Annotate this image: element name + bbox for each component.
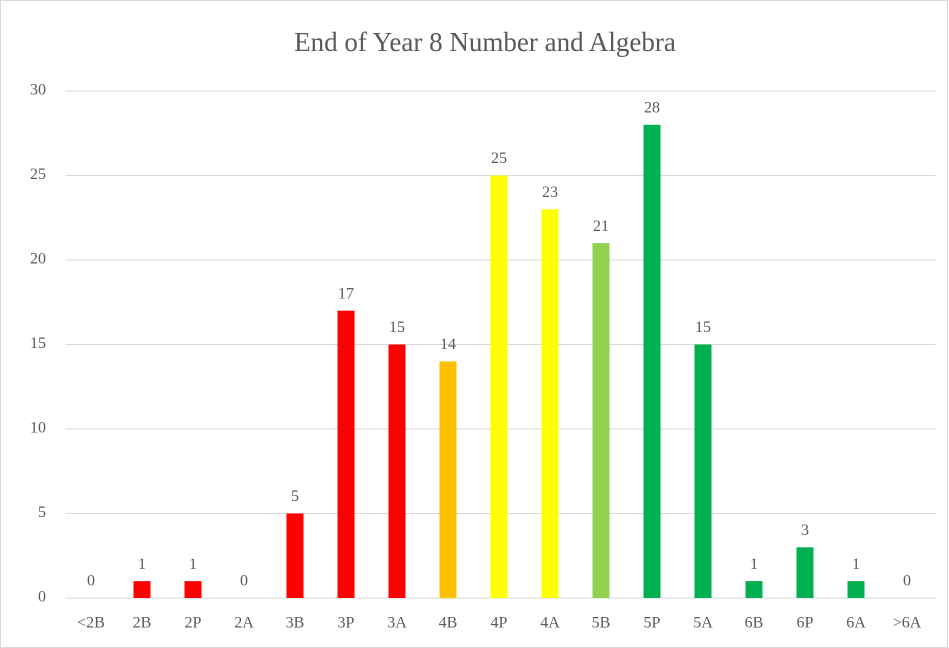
data-label: 15 bbox=[389, 319, 405, 336]
y-tick-label: 5 bbox=[38, 504, 46, 521]
x-tick-label: 3P bbox=[338, 615, 355, 632]
bar bbox=[592, 243, 610, 598]
bar bbox=[439, 361, 457, 598]
data-label: 17 bbox=[338, 285, 354, 302]
data-label: 14 bbox=[440, 336, 456, 353]
x-tick-label: 4P bbox=[491, 615, 508, 632]
data-label: 21 bbox=[593, 218, 609, 235]
data-label: 1 bbox=[189, 556, 197, 573]
x-tick-label: 6A bbox=[846, 615, 866, 632]
x-tick-label: 4B bbox=[439, 615, 458, 632]
x-tick-label: 3B bbox=[286, 615, 305, 632]
x-tick-label: 5A bbox=[693, 615, 713, 632]
data-label: 1 bbox=[852, 556, 860, 573]
bar bbox=[847, 581, 865, 598]
data-label: 25 bbox=[491, 150, 507, 167]
bar bbox=[541, 209, 559, 599]
x-tick-label: 3A bbox=[387, 615, 407, 632]
bar bbox=[133, 581, 151, 598]
y-tick-label: 10 bbox=[30, 420, 46, 437]
data-label: 5 bbox=[291, 488, 299, 505]
bar bbox=[694, 344, 712, 598]
bar bbox=[745, 581, 763, 598]
data-label: 23 bbox=[542, 184, 558, 201]
y-tick-label: 25 bbox=[30, 166, 46, 183]
bar bbox=[490, 175, 508, 598]
x-tick-label: 2P bbox=[185, 615, 202, 632]
x-tick-label: 6P bbox=[797, 615, 814, 632]
data-label: 15 bbox=[695, 319, 711, 336]
y-tick-label: 30 bbox=[30, 82, 46, 99]
data-label: 0 bbox=[903, 573, 911, 590]
x-tick-label: 2B bbox=[133, 615, 152, 632]
x-tick-label: >6A bbox=[893, 615, 922, 632]
x-tick-label: 5B bbox=[592, 615, 611, 632]
y-tick-label: 20 bbox=[30, 251, 46, 268]
y-tick-label: 0 bbox=[38, 589, 46, 606]
data-label: 1 bbox=[750, 556, 758, 573]
data-label: 28 bbox=[644, 99, 660, 116]
bar bbox=[286, 513, 304, 598]
x-tick-label: 2A bbox=[234, 615, 254, 632]
data-label: 0 bbox=[87, 573, 95, 590]
x-tick-label: 5P bbox=[644, 615, 661, 632]
x-tick-label: 6B bbox=[745, 615, 764, 632]
data-label: 3 bbox=[801, 522, 809, 539]
bar bbox=[796, 547, 814, 598]
bar bbox=[337, 310, 355, 598]
chart-title: End of Year 8 Number and Algebra bbox=[294, 27, 676, 57]
bar bbox=[184, 581, 202, 598]
data-label: 0 bbox=[240, 573, 248, 590]
bar bbox=[388, 344, 406, 598]
bar bbox=[643, 124, 661, 599]
y-tick-label: 15 bbox=[30, 335, 46, 352]
data-label: 1 bbox=[138, 556, 146, 573]
x-tick-label: 4A bbox=[540, 615, 560, 632]
x-tick-label: <2B bbox=[77, 615, 105, 632]
